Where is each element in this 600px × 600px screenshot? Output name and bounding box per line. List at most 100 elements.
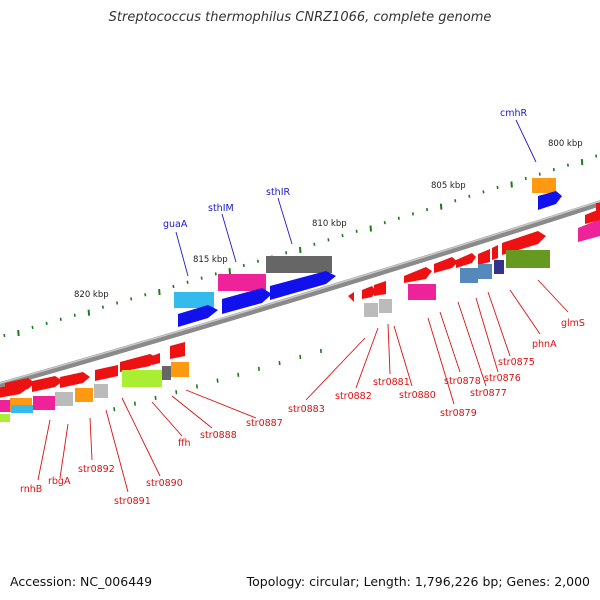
- gene-block[interactable]: [460, 268, 478, 283]
- gene-label-str0881[interactable]: str0881: [373, 377, 410, 388]
- gene-block[interactable]: [5, 378, 35, 394]
- gene-label-str0876[interactable]: str0876: [484, 373, 521, 384]
- leader-line: [59, 423, 69, 479]
- gene-block[interactable]: [11, 405, 33, 413]
- gene-label-ffh[interactable]: ffh: [178, 438, 191, 449]
- gene-label-str0892[interactable]: str0892: [78, 464, 115, 475]
- gene-block[interactable]: [95, 365, 118, 381]
- gene-block[interactable]: [171, 362, 189, 377]
- gene-block[interactable]: [60, 372, 90, 388]
- scale-tick: [299, 246, 302, 254]
- gene-block[interactable]: [174, 292, 214, 308]
- gene-block[interactable]: [75, 388, 93, 402]
- scale-tick: [319, 348, 322, 354]
- gene-block[interactable]: [379, 299, 392, 313]
- gene-block[interactable]: [456, 253, 476, 268]
- gene-label-phnA[interactable]: phnA: [532, 339, 557, 350]
- scale-tick: [216, 378, 219, 383]
- scale-tick: [237, 372, 240, 377]
- scale-label-810: 810 kbp: [312, 219, 347, 229]
- leader-line: [439, 311, 461, 373]
- gene-block[interactable]: [494, 260, 504, 274]
- gene-block[interactable]: [596, 203, 600, 215]
- gene-label-sthIR[interactable]: sthIR: [266, 187, 290, 198]
- scale-tick: [31, 325, 34, 330]
- leader-line: [151, 401, 183, 437]
- gene-block[interactable]: [506, 250, 550, 268]
- gene-block[interactable]: [266, 256, 332, 273]
- scale-tick: [369, 225, 372, 232]
- scale-tick: [257, 366, 260, 371]
- gene-label-str0878[interactable]: str0878: [444, 376, 481, 387]
- gene-label-str0882[interactable]: str0882: [335, 391, 372, 402]
- gene-block[interactable]: [538, 191, 562, 210]
- gene-label-str0887[interactable]: str0887: [246, 418, 283, 429]
- gene-block[interactable]: [478, 264, 492, 279]
- gene-block[interactable]: [0, 400, 10, 412]
- leader-line: [427, 317, 455, 405]
- scale-tick: [426, 207, 429, 212]
- scale-tick: [172, 284, 175, 289]
- gene-label-str0879[interactable]: str0879: [440, 408, 477, 419]
- gene-block[interactable]: [532, 178, 556, 193]
- leader-line: [37, 419, 51, 481]
- gene-block[interactable]: [218, 274, 266, 291]
- scale-tick: [200, 276, 203, 280]
- gene-label-rnhB[interactable]: rnhB: [20, 484, 42, 495]
- gene-block[interactable]: [364, 303, 378, 317]
- gene-block[interactable]: [32, 376, 63, 392]
- gene-label-str0880[interactable]: str0880: [399, 390, 436, 401]
- leader-line: [515, 119, 537, 163]
- gene-block[interactable]: [578, 220, 600, 242]
- scale-label-820: 820 kbp: [74, 290, 109, 300]
- gene-block[interactable]: [162, 366, 171, 380]
- gene-label-sthIM[interactable]: sthIM: [208, 203, 234, 214]
- gene-block[interactable]: [120, 354, 158, 372]
- gene-label-guaA[interactable]: guaA: [163, 219, 188, 230]
- gene-label-str0875[interactable]: str0875: [498, 357, 535, 368]
- gene-block[interactable]: [170, 342, 185, 359]
- scale-tick: [175, 390, 178, 395]
- gene-block[interactable]: [270, 271, 336, 300]
- scale-tick: [116, 301, 119, 305]
- genome-summary: Topology: circular; Length: 1,796,226 bp…: [246, 574, 590, 589]
- gene-label-str0877[interactable]: str0877: [470, 388, 507, 399]
- gene-block[interactable]: [222, 288, 272, 314]
- leader-line: [221, 213, 237, 263]
- gene-block[interactable]: [404, 267, 432, 283]
- gene-block[interactable]: [434, 257, 458, 273]
- scale-tick: [144, 293, 147, 297]
- scale-tick: [154, 395, 157, 400]
- gene-block[interactable]: [122, 370, 162, 387]
- gene-label-str0883[interactable]: str0883: [288, 404, 325, 415]
- gene-label-str0890[interactable]: str0890: [146, 478, 183, 489]
- gene-label-str0891[interactable]: str0891: [114, 496, 151, 507]
- gene-block[interactable]: [55, 392, 73, 406]
- scale-tick: [101, 305, 104, 309]
- gene-label-glmS[interactable]: glmS: [561, 318, 585, 329]
- gene-label-str0888[interactable]: str0888: [200, 430, 237, 441]
- gene-block[interactable]: [94, 384, 108, 398]
- gene-block[interactable]: [152, 353, 160, 365]
- label-leader-lines: [37, 119, 569, 493]
- accession-label: Accession: NC_006449: [10, 574, 153, 589]
- scale-tick: [256, 259, 259, 263]
- gene-block[interactable]: [478, 249, 490, 265]
- scale-tick: [580, 159, 584, 166]
- gene-block[interactable]: [348, 292, 354, 302]
- gene-label-rbgA[interactable]: rbgA: [48, 476, 71, 487]
- gene-block[interactable]: [408, 284, 436, 300]
- gene-block[interactable]: [362, 286, 376, 299]
- gene-block[interactable]: [178, 305, 218, 327]
- gene-block[interactable]: [374, 281, 386, 296]
- gene-block[interactable]: [502, 231, 546, 255]
- gene-block[interactable]: [492, 245, 498, 260]
- gene-block[interactable]: [33, 396, 55, 410]
- gene-block[interactable]: [0, 414, 10, 422]
- gene-label-cmhR[interactable]: cmhR: [500, 108, 527, 119]
- scale-tick: [411, 212, 414, 216]
- scale-label-815: 815 kbp: [193, 255, 228, 265]
- leader-line: [537, 279, 569, 313]
- scale-tick: [355, 229, 358, 233]
